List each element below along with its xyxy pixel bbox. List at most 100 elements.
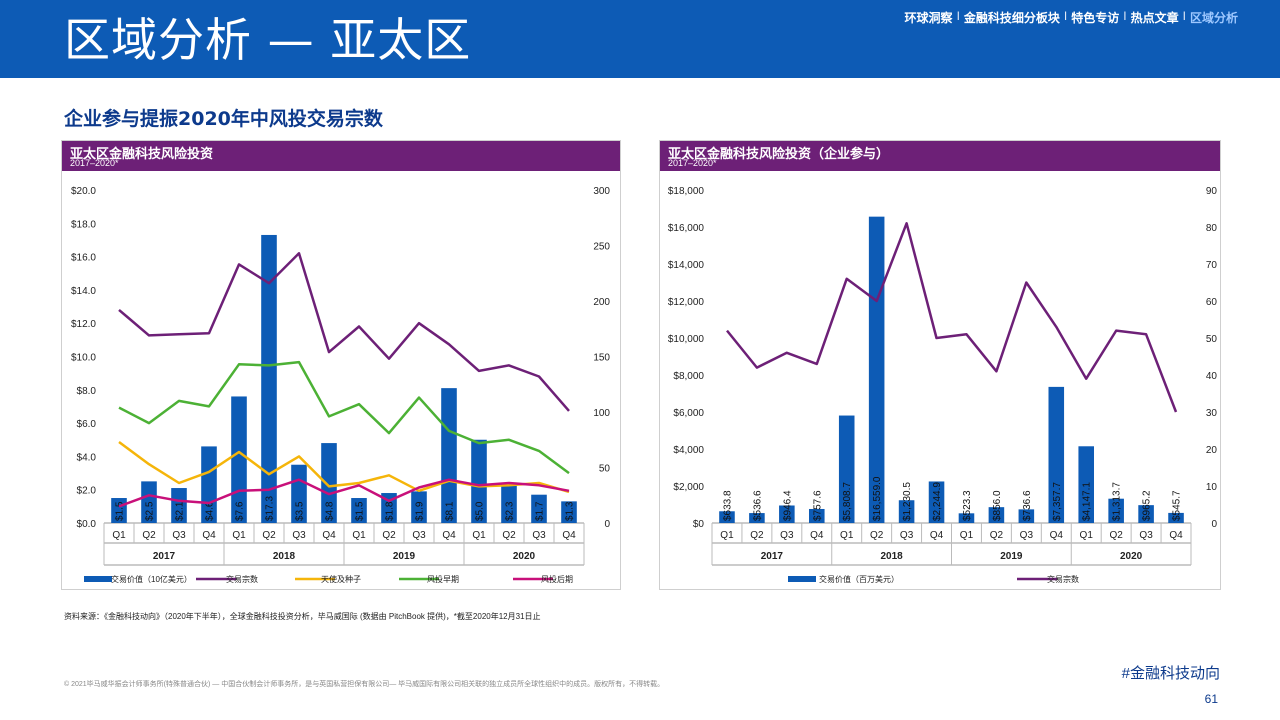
x-tick-label: Q3 <box>780 530 794 541</box>
bar <box>501 484 517 523</box>
bar <box>1108 498 1124 523</box>
x-tick-label: Q3 <box>1020 530 1034 541</box>
right-axis-tick-label: 90 <box>1206 186 1218 197</box>
bar-data-label: $1.5 <box>115 501 126 521</box>
left-axis-tick-label: $12.0 <box>71 319 96 330</box>
chart-right-svg: $0 $2,000 $4,000 $6,000 $8,000 $10,000 $12,000… <box>668 186 1218 584</box>
right-axis-tick-label: 80 <box>1206 223 1218 234</box>
left-axis-tick-label: $8,000 <box>673 371 704 382</box>
bar <box>321 443 337 523</box>
chart-panel-left: 亚太区金融科技风险投资 2017–2020* $0.0 $2.0 $4.0 $6.0 $… <box>61 140 621 590</box>
x-tick-label: Q3 <box>1139 530 1153 541</box>
bar <box>561 501 577 523</box>
bar-data-label: $16,559.0 <box>872 476 883 521</box>
bar-data-label: $4,147.1 <box>1082 482 1093 521</box>
bar <box>471 439 487 523</box>
series-line <box>118 360 570 475</box>
bar <box>1168 512 1184 523</box>
bar-data-label: $1,313.7 <box>1112 482 1123 521</box>
left-axis-tick-label: $6,000 <box>673 408 704 419</box>
chart-header: 亚太区金融科技风险投资 2017–2020* <box>62 141 620 171</box>
bar-data-label: $3.5 <box>295 501 306 521</box>
page-number: 61 <box>1204 692 1218 706</box>
bar-data-label: $1.5 <box>355 501 366 521</box>
x-tick-label: Q1 <box>720 530 734 541</box>
right-axis-tick-label: 50 <box>1206 334 1218 345</box>
bar-data-label: $1,230.5 <box>902 482 913 521</box>
nav-item-regional-analysis[interactable]: 区域分析 <box>1189 11 1238 25</box>
bar-data-label: $946.4 <box>782 490 793 521</box>
x-tick-label: Q3 <box>292 530 306 541</box>
x-tick-label: Q1 <box>352 530 366 541</box>
left-axis-tick-label: $0.0 <box>77 519 97 530</box>
bar-data-label: $1.9 <box>415 501 426 521</box>
bar <box>1048 386 1065 523</box>
chart-left-svg: $0.0 $2.0 $4.0 $6.0 $8.0 $10.0 $12.0 $14.0 $16.0… <box>71 186 610 584</box>
bar <box>291 464 307 523</box>
bar-data-label: $2.1 <box>175 501 186 521</box>
x-tick-label: Q1 <box>960 530 974 541</box>
x-group-label: 2018 <box>881 551 904 562</box>
right-axis-tick-label: 10 <box>1206 482 1218 493</box>
series-line <box>118 252 570 412</box>
x-tick-label: Q3 <box>900 530 914 541</box>
bar-data-label: $4.8 <box>325 501 336 521</box>
x-tick-label: Q2 <box>1109 530 1123 541</box>
bar <box>1018 509 1035 523</box>
nav-separator: I <box>1123 9 1127 23</box>
legend-swatch <box>788 576 816 582</box>
legend-swatch <box>84 576 112 582</box>
x-tick-label: Q4 <box>930 530 944 541</box>
bar-data-label: $757.6 <box>812 490 823 521</box>
x-tick-label: Q2 <box>750 530 764 541</box>
left-axis-tick-label: $20.0 <box>71 186 96 197</box>
series-line <box>726 222 1178 413</box>
nav-item-interviews[interactable]: 特色专访 <box>1071 11 1120 25</box>
bar <box>719 511 735 523</box>
bar <box>381 493 397 523</box>
chart-subtitle: 2017–2020* <box>70 158 119 168</box>
bar <box>1078 446 1095 523</box>
x-tick-label: Q1 <box>112 530 126 541</box>
legend-label: 交易价值（10亿美元） <box>111 574 192 584</box>
bar-data-label: $7,357.7 <box>1052 482 1063 521</box>
x-tick-label: Q4 <box>562 530 576 541</box>
source-note: 资料来源：《金融科技动向》（2020年下半年），全球金融科技投资分析，毕马威国际… <box>64 612 541 621</box>
x-tick-label: Q2 <box>262 530 276 541</box>
right-axis-tick-label: 100 <box>593 408 610 419</box>
legend-label: 风投后期 <box>541 574 573 584</box>
left-axis-tick-label: $14,000 <box>668 260 705 271</box>
bar <box>838 415 855 523</box>
bar-data-label: $965.2 <box>1142 490 1153 521</box>
nav-item-fintech-segments[interactable]: 金融科技细分板块 <box>963 11 1060 25</box>
bar-data-label: $1.7 <box>535 501 546 521</box>
bar-data-label: $856.0 <box>992 490 1003 521</box>
x-tick-label: Q4 <box>442 530 456 541</box>
right-axis-tick-label: 30 <box>1206 408 1218 419</box>
right-axis-tick-label: 20 <box>1206 445 1218 456</box>
bar <box>808 508 825 523</box>
x-tick-label: Q1 <box>232 530 246 541</box>
series-line <box>118 478 570 508</box>
chart-panel-right: 亚太区金融科技风险投资（企业参与） 2017–2020* $0 $2,000 $4,… <box>659 140 1221 590</box>
left-axis-tick-label: $4.0 <box>77 452 97 463</box>
legend-label: 交易价值（百万美元） <box>819 574 899 584</box>
right-axis-tick-label: 0 <box>604 519 610 530</box>
top-nav: 环球洞察 I 金融科技细分板块 I 特色专访 I 热点文章 I 区域分析 <box>905 9 1238 26</box>
chart-subtitle: 2017–2020* <box>668 158 717 168</box>
page-title: 区域分析 — 亚太区 <box>64 13 472 67</box>
x-tick-label: Q2 <box>990 530 1004 541</box>
bar-data-label: $7.6 <box>235 501 246 521</box>
bar <box>261 234 277 523</box>
nav-item-global-insights[interactable]: 环球洞察 <box>904 11 953 25</box>
x-group-label: 2020 <box>513 551 536 562</box>
x-tick-label: Q2 <box>382 530 396 541</box>
left-axis-tick-label: $18,000 <box>668 186 705 197</box>
nav-item-hot-articles[interactable]: 热点文章 <box>1130 11 1179 25</box>
bar <box>749 513 765 523</box>
x-group-label: 2017 <box>153 551 176 562</box>
hashtag-link[interactable]: #金融科技动向 <box>1121 665 1220 682</box>
legend-label: 天使及种子 <box>321 574 361 584</box>
right-axis-tick-label: 0 <box>1211 519 1217 530</box>
bar-data-label: $5.0 <box>475 501 486 521</box>
